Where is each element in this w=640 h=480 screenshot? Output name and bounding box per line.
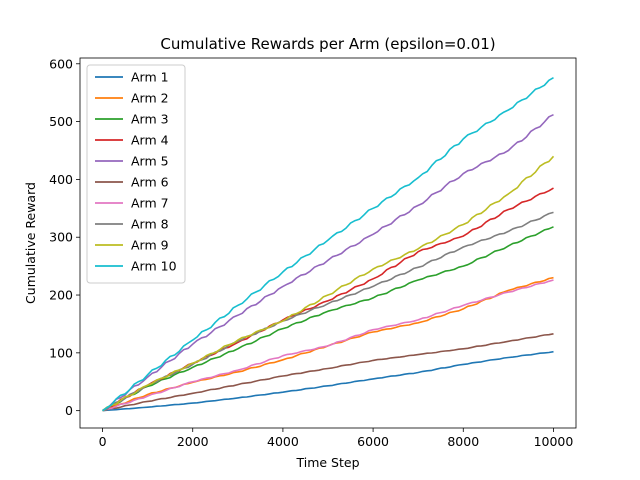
series-line-1: [102, 350, 554, 412]
legend-label: Arm 10: [131, 259, 177, 274]
series-line-9: [102, 155, 555, 412]
plot-lines: [102, 77, 555, 412]
legend-label: Arm 3: [131, 112, 169, 127]
x-tick-label: 6000: [357, 434, 389, 449]
legend-label: Arm 5: [131, 154, 169, 169]
legend-label: Arm 2: [131, 91, 169, 106]
y-axis-ticks: 0 100 200 300 400 500 600: [49, 56, 80, 418]
x-tick-label: 2000: [177, 434, 209, 449]
x-tick-label: 0: [99, 434, 107, 449]
series-line-3: [102, 226, 554, 412]
y-axis-title: Cumulative Reward: [23, 182, 38, 304]
series-line-7: [102, 279, 554, 412]
y-tick-label: 100: [49, 345, 73, 360]
y-tick-label: 300: [49, 230, 73, 245]
legend-label: Arm 9: [131, 238, 169, 253]
x-axis-ticks: 0 2000 4000 6000 8000 10000: [99, 428, 574, 449]
y-tick-label: 600: [49, 56, 73, 71]
plot-frame: [79, 57, 577, 429]
series-line-10: [102, 77, 554, 412]
x-tick-label: 10000: [534, 434, 574, 449]
y-tick-label: 500: [49, 114, 73, 129]
legend-label: Arm 4: [131, 133, 169, 148]
y-tick-label: 0: [65, 403, 73, 418]
x-axis-title: Time Step: [295, 455, 359, 470]
y-tick-label: 400: [49, 172, 73, 187]
series-line-5: [102, 113, 554, 412]
legend-label: Arm 1: [131, 70, 169, 85]
legend-label: Arm 7: [131, 196, 169, 211]
y-tick-label: 200: [49, 288, 73, 303]
x-tick-label: 8000: [447, 434, 479, 449]
legend-label: Arm 8: [131, 217, 169, 232]
x-tick-label: 4000: [267, 434, 299, 449]
legend-label: Arm 6: [131, 175, 169, 190]
series-line-6: [102, 333, 554, 412]
chart-title: Cumulative Rewards per Arm (epsilon=0.01…: [160, 35, 495, 53]
legend: Arm 1 Arm 2 Arm 3 Arm 4 Arm 5 Arm 6 Arm 7 Arm 8…: [86, 64, 186, 284]
